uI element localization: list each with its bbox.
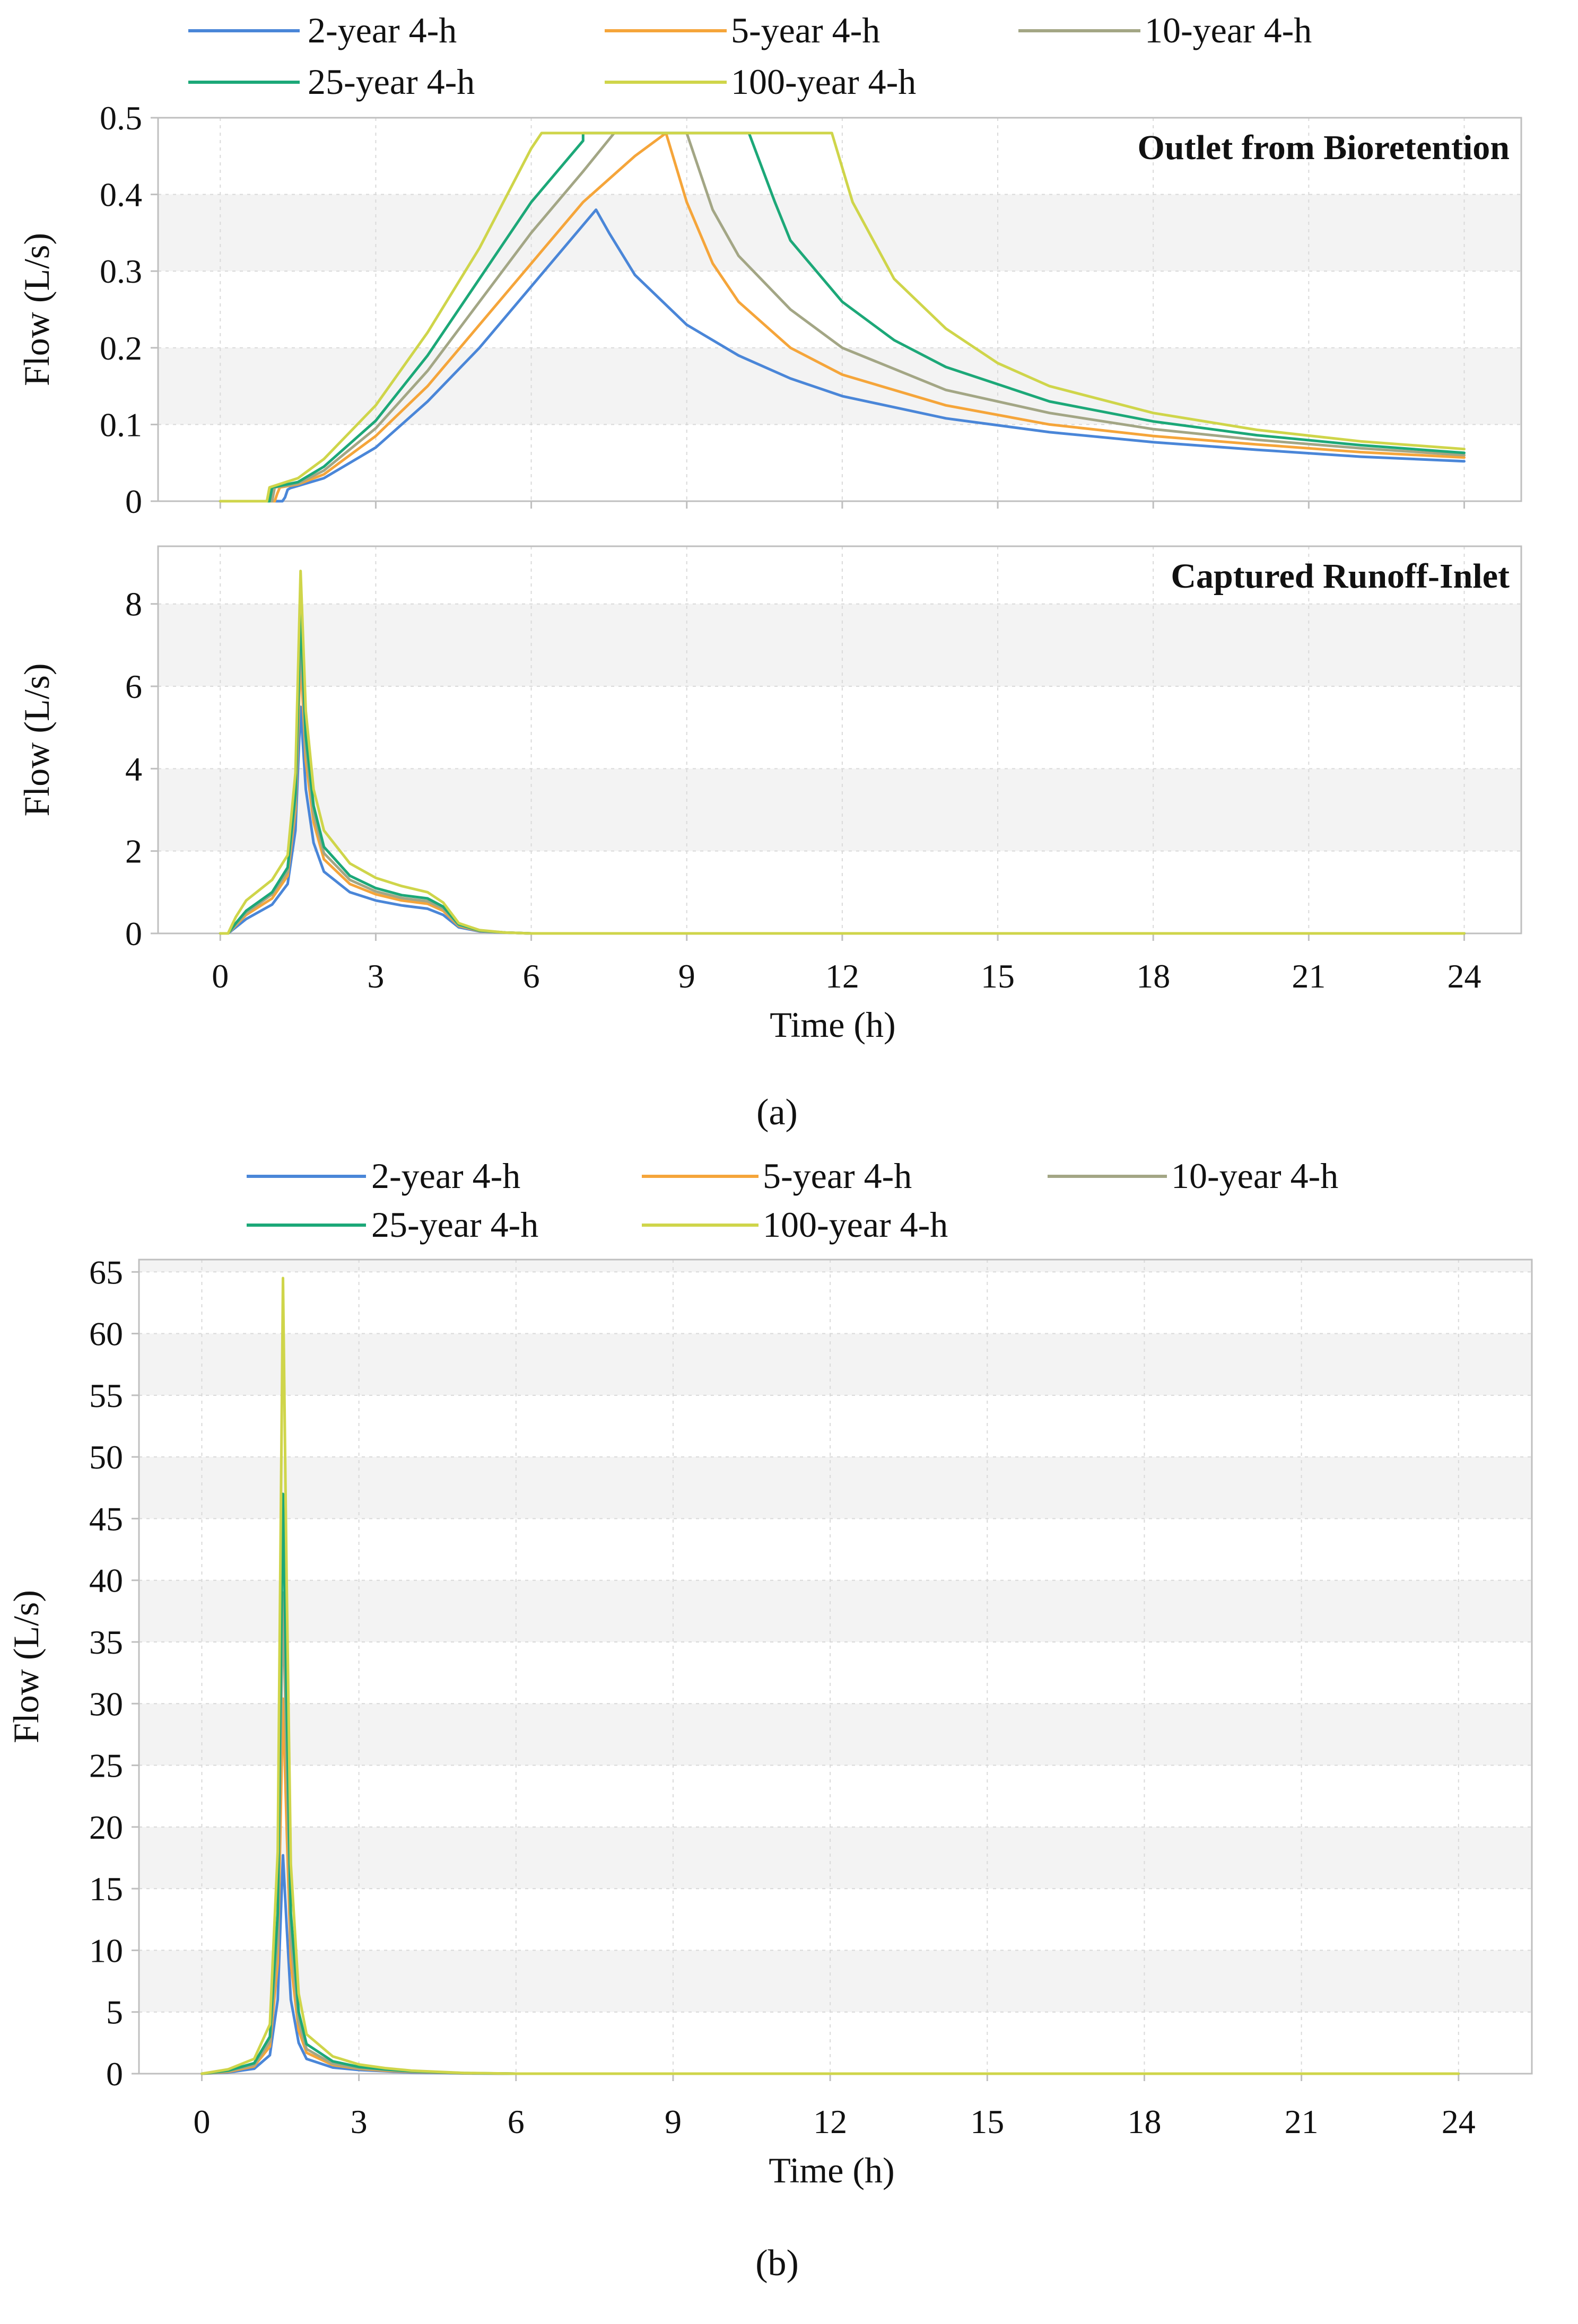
x-tick-label-b: 9 — [665, 2103, 682, 2140]
legend-b-item-5-year: 5-year 4-h — [642, 1156, 912, 1196]
peak-y-tick-label: 30 — [89, 1685, 123, 1723]
legend-b-item-10-year: 10-year 4-h — [1048, 1156, 1338, 1196]
x-tick-label-a: 6 — [523, 957, 540, 995]
peak-y-tick-label: 5 — [106, 1994, 123, 2031]
legend-a-item-10-year: 10-year 4-h — [1018, 10, 1312, 50]
peak-y-tick-label: 50 — [89, 1438, 123, 1476]
outlet-band — [158, 347, 1521, 425]
x-tick-label-a: 21 — [1292, 957, 1326, 995]
chart-outlet-bioretention: 0 0.1 0.2 0.3 0.4 0.5 Flow (L/s) Outlet from Bi… — [16, 99, 1522, 520]
outlet-plot-frame — [157, 117, 1522, 502]
x-axis-ticks-b: 0 3 6 9 12 15 18 21 24 — [193, 2103, 1475, 2140]
x-tick-label-a: 12 — [825, 957, 859, 995]
outlet-y-tick-label: 0.3 — [100, 252, 142, 290]
legend-a-label-2-year: 2-year 4-h — [308, 10, 457, 50]
legend-a-label-5-year: 5-year 4-h — [731, 10, 880, 50]
x-tick-label-b: 21 — [1285, 2103, 1319, 2140]
chart-b-flow: 0 5 10 15 20 25 30 35 40 45 50 55 60 65 Flow (L/s) — [6, 1253, 1533, 2093]
x-tick-label-b: 6 — [508, 2103, 525, 2140]
x-tick-label-b: 3 — [351, 2103, 368, 2140]
peak-y-tick-label: 15 — [89, 1870, 123, 1908]
x-tick-label-b: 18 — [1127, 2103, 1161, 2140]
inlet-series-100-year-4-h — [219, 570, 1466, 935]
peak-band — [139, 1580, 1532, 1642]
x-tick-label-a: 15 — [981, 957, 1015, 995]
outlet-y-tick-label: 0.1 — [100, 406, 142, 443]
peak-y-tick-label: 45 — [89, 1500, 123, 1537]
legend-b-item-100-year: 100-year 4-h — [642, 1204, 948, 1245]
inlet-y-tick-label: 8 — [125, 586, 142, 623]
legend-b-item-25-year: 25-year 4-h — [247, 1204, 538, 1245]
inlet-band — [158, 768, 1521, 851]
x-tick-label-b: 15 — [970, 2103, 1004, 2140]
peak-band — [139, 1260, 1532, 1272]
caption-a: (a) — [756, 1092, 798, 1133]
peak-band — [139, 1457, 1532, 1519]
outlet-series-100-year-4-h — [219, 132, 1466, 503]
peak-y-tick-label: 20 — [89, 1808, 123, 1846]
inlet-y-axis-title: Flow (L/s) — [16, 663, 57, 817]
peak-y-tick-label: 65 — [89, 1253, 123, 1291]
outlet-y-tick-label: 0.5 — [100, 99, 142, 137]
inlet-y-tick-label: 2 — [125, 833, 142, 870]
legend-a-item-25-year: 25-year 4-h — [188, 62, 475, 102]
x-tick-label-a: 3 — [367, 957, 384, 995]
legend-a-item-5-year: 5-year 4-h — [605, 10, 880, 50]
inlet-y-tick-label: 4 — [125, 750, 142, 788]
peak-y-axis-title: Flow (L/s) — [6, 1590, 46, 1743]
legend-a-label-10-year: 10-year 4-h — [1145, 10, 1312, 50]
outlet-y-tick-label: 0 — [125, 483, 142, 520]
legend-b-label-100-year: 100-year 4-h — [763, 1204, 948, 1245]
legend-b-item-2-year: 2-year 4-h — [247, 1156, 520, 1196]
peak-y-tick-label: 60 — [89, 1315, 123, 1353]
x-tick-label-a: 9 — [678, 957, 695, 995]
x-tick-label-a: 0 — [212, 957, 229, 995]
inlet-y-tick-label: 6 — [125, 668, 142, 705]
outlet-band — [158, 194, 1521, 272]
x-tick-label-b: 0 — [193, 2103, 210, 2140]
x-tick-label-a: 24 — [1448, 957, 1481, 995]
legend-a-label-100-year: 100-year 4-h — [731, 62, 916, 102]
peak-band — [139, 1827, 1532, 1889]
legend-b-label-10-year: 10-year 4-h — [1171, 1156, 1338, 1196]
x-tick-label-a: 18 — [1136, 957, 1170, 995]
x-tick-label-b: 24 — [1442, 2103, 1476, 2140]
outlet-series-2-year-4-h — [219, 208, 1466, 503]
x-axis-title-b: Time (h) — [769, 2150, 894, 2190]
outlet-y-tick-label: 0.2 — [100, 329, 142, 367]
legend-a: 2-year 4-h 5-year 4-h 10-year 4-h 25-yea… — [188, 10, 1312, 102]
x-axis-ticks-a: 0 3 6 9 12 15 18 21 24 — [212, 957, 1481, 995]
inlet-panel-title: Captured Runoff-Inlet — [1171, 557, 1510, 596]
legend-b: 2-year 4-h 5-year 4-h 10-year 4-h 25-yea… — [247, 1156, 1338, 1245]
peak-band — [139, 1333, 1532, 1395]
peak-y-tick-label: 25 — [89, 1747, 123, 1785]
inlet-band — [158, 604, 1521, 687]
peak-y-tick-label: 35 — [89, 1623, 123, 1661]
legend-b-label-25-year: 25-year 4-h — [371, 1204, 538, 1245]
peak-y-tick-label: 0 — [106, 2055, 123, 2093]
legend-a-item-100-year: 100-year 4-h — [605, 62, 916, 102]
legend-b-label-2-year: 2-year 4-h — [371, 1156, 520, 1196]
chart-captured-runoff-inlet: 0 2 4 6 8 Flow (L/s) Captured Runoff-Inlet — [16, 545, 1522, 953]
legend-b-label-5-year: 5-year 4-h — [763, 1156, 912, 1196]
peak-band — [139, 1950, 1532, 2012]
x-axis-title-a: Time (h) — [770, 1004, 895, 1045]
outlet-y-axis-title: Flow (L/s) — [16, 233, 57, 386]
peak-band — [139, 1703, 1532, 1766]
peak-y-tick-label: 10 — [89, 1932, 123, 1969]
peak-series-100-year-4-h — [200, 1277, 1460, 2075]
outlet-y-tick-label: 0.4 — [100, 176, 142, 214]
peak-y-tick-label: 40 — [89, 1562, 123, 1600]
legend-a-label-25-year: 25-year 4-h — [308, 62, 475, 102]
inlet-y-tick-label: 0 — [125, 915, 142, 953]
peak-y-tick-label: 55 — [89, 1377, 123, 1414]
caption-b: (b) — [755, 2243, 799, 2284]
legend-a-item-2-year: 2-year 4-h — [188, 10, 457, 50]
x-tick-label-b: 12 — [813, 2103, 847, 2140]
outlet-panel-title: Outlet from Bioretention — [1138, 128, 1510, 167]
